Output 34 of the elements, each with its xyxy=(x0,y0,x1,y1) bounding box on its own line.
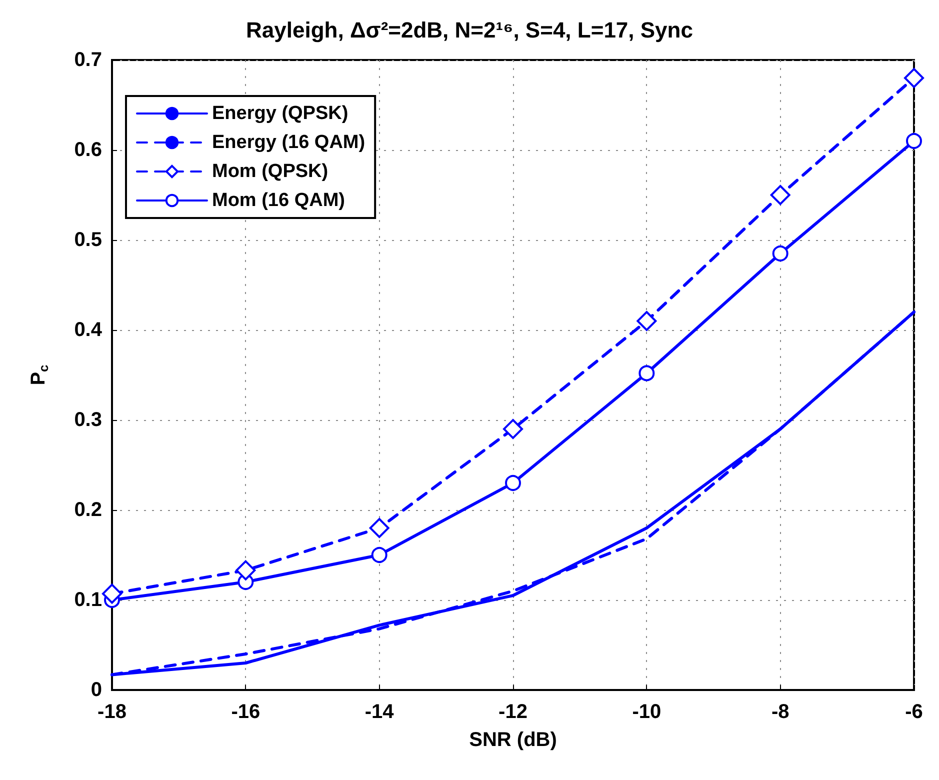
point xyxy=(904,68,924,88)
x-tick-label: -16 xyxy=(231,701,260,723)
y-tick-label: 0.5 xyxy=(74,229,102,251)
point xyxy=(236,560,256,580)
y-tick-label: 0.1 xyxy=(74,589,102,611)
chart-title: Rayleigh, Δσ²=2dB, N=2¹⁶, S=4, L=17, Sync xyxy=(246,18,693,42)
point xyxy=(102,584,122,604)
point xyxy=(636,311,657,331)
y-axis-title: Pc xyxy=(28,364,51,386)
x-tick-label: -6 xyxy=(905,701,923,723)
point xyxy=(638,365,655,382)
x-tick-label: -10 xyxy=(632,701,662,723)
x-axis-title: SNR (dB) xyxy=(469,729,557,751)
point xyxy=(505,475,521,491)
point xyxy=(770,185,790,205)
x-tick-label: -18 xyxy=(98,701,126,723)
point xyxy=(906,133,922,149)
point xyxy=(369,518,390,538)
legend-label: Energy (16 QAM) xyxy=(212,132,366,153)
legend-label: Mom (16 QAM) xyxy=(212,190,345,211)
point xyxy=(772,246,788,262)
y-tick-label: 0.6 xyxy=(74,139,102,161)
legend-label: Mom (QPSK) xyxy=(212,161,328,182)
y-tick-label: 0.3 xyxy=(74,409,102,431)
y-tick-label: 0.2 xyxy=(74,499,102,521)
legend-label: Energy (QPSK) xyxy=(212,103,348,124)
x-tick-label: -14 xyxy=(364,701,395,723)
point xyxy=(371,547,388,563)
y-tick-label: 0.7 xyxy=(74,49,102,71)
point xyxy=(503,419,523,439)
y-tick-label: 0 xyxy=(90,679,102,701)
y-tick-label: 0.4 xyxy=(74,319,103,341)
x-tick-label: -12 xyxy=(498,701,528,723)
x-tick-label: -8 xyxy=(771,701,790,723)
